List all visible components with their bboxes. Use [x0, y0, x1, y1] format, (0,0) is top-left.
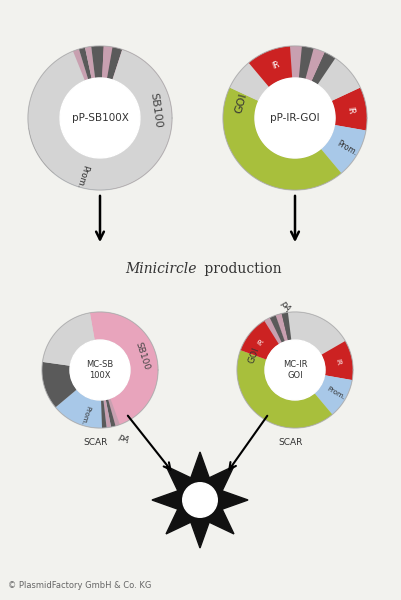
Polygon shape [289, 46, 301, 78]
Text: MC-IR
GOI: MC-IR GOI [282, 360, 306, 380]
Polygon shape [90, 312, 158, 426]
Circle shape [60, 78, 140, 158]
Polygon shape [305, 49, 324, 82]
Polygon shape [281, 313, 291, 341]
Text: IR: IR [270, 60, 280, 71]
Polygon shape [28, 50, 86, 128]
Polygon shape [101, 400, 106, 428]
Polygon shape [28, 124, 74, 173]
Polygon shape [284, 312, 328, 346]
Polygon shape [42, 312, 158, 428]
Text: pA: pA [116, 432, 130, 445]
Text: SCAR: SCAR [278, 438, 302, 447]
Text: SB100: SB100 [133, 341, 150, 371]
Polygon shape [91, 46, 98, 78]
Polygon shape [274, 313, 289, 342]
Polygon shape [237, 312, 352, 428]
Text: SCAR: SCAR [83, 438, 108, 447]
Text: SB100: SB100 [148, 92, 162, 128]
Polygon shape [300, 47, 314, 80]
Text: © PlasmidFactory GmbH & Co. KG: © PlasmidFactory GmbH & Co. KG [8, 581, 151, 590]
Text: Prom.: Prom. [74, 163, 90, 189]
Polygon shape [79, 47, 91, 80]
Polygon shape [310, 52, 332, 84]
Text: GOI: GOI [233, 92, 248, 115]
Polygon shape [42, 362, 77, 407]
Text: Minicircle: Minicircle [125, 262, 196, 276]
Text: Prom.: Prom. [79, 404, 91, 425]
Text: IR: IR [334, 359, 341, 366]
Circle shape [254, 78, 334, 158]
Text: production: production [200, 262, 281, 276]
Polygon shape [248, 46, 294, 88]
Polygon shape [269, 316, 284, 343]
Polygon shape [73, 49, 88, 81]
Polygon shape [330, 88, 366, 131]
Polygon shape [28, 46, 172, 190]
Polygon shape [223, 88, 340, 190]
Polygon shape [229, 63, 269, 101]
Polygon shape [108, 398, 119, 426]
Polygon shape [320, 341, 352, 380]
Polygon shape [237, 350, 332, 428]
Polygon shape [54, 149, 112, 190]
Polygon shape [152, 452, 247, 548]
Text: Prom.: Prom. [325, 386, 345, 401]
Text: pA: pA [277, 299, 291, 313]
Text: IR: IR [256, 337, 265, 346]
Polygon shape [265, 316, 284, 344]
Polygon shape [102, 46, 112, 79]
Text: GOI: GOI [246, 346, 260, 364]
Polygon shape [105, 399, 115, 427]
Polygon shape [75, 46, 96, 80]
Text: pP-SB100X: pP-SB100X [71, 113, 128, 123]
Polygon shape [298, 46, 313, 79]
Polygon shape [316, 57, 359, 101]
Text: Prom.: Prom. [334, 139, 358, 157]
Polygon shape [85, 47, 95, 79]
Text: pP-IR-GOI: pP-IR-GOI [269, 113, 319, 123]
Polygon shape [93, 46, 103, 78]
Polygon shape [103, 400, 111, 428]
Polygon shape [320, 125, 365, 173]
Text: IR: IR [344, 106, 354, 115]
Polygon shape [314, 375, 351, 415]
Polygon shape [275, 314, 288, 342]
Polygon shape [305, 49, 324, 82]
Polygon shape [28, 46, 172, 190]
Polygon shape [240, 320, 279, 360]
Circle shape [182, 483, 217, 517]
Circle shape [70, 340, 130, 400]
Polygon shape [311, 52, 334, 85]
Polygon shape [223, 46, 366, 190]
Polygon shape [93, 46, 172, 189]
Polygon shape [55, 389, 115, 428]
Polygon shape [263, 318, 281, 344]
Circle shape [264, 340, 324, 400]
Polygon shape [294, 46, 304, 79]
Polygon shape [43, 313, 95, 366]
Polygon shape [107, 47, 122, 80]
Text: MC-SB
100X: MC-SB 100X [86, 360, 113, 380]
